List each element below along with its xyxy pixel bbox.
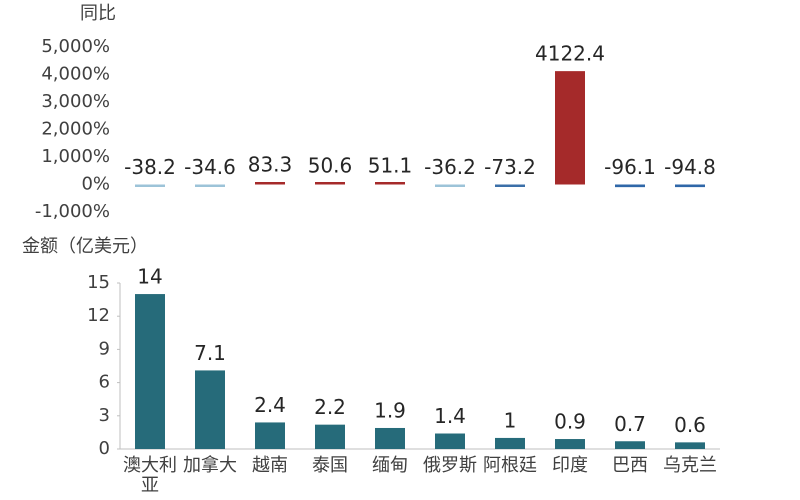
- x-tick-label: 缅甸: [372, 455, 408, 476]
- value-label: -36.2: [424, 155, 476, 179]
- bar: [195, 184, 225, 187]
- value-label: -38.2: [124, 155, 176, 179]
- bar: [675, 184, 705, 188]
- value-label: 0.9: [554, 410, 586, 434]
- bar: [435, 184, 465, 187]
- bar: [315, 424, 345, 449]
- value-label: 83.3: [248, 153, 293, 177]
- bar: [195, 370, 225, 449]
- value-label: 4122.4: [535, 42, 605, 66]
- bar: [615, 184, 645, 188]
- x-tick-label: 巴西: [612, 455, 648, 476]
- y-tick-label: 15: [87, 272, 110, 293]
- y-tick-label: 0%: [81, 174, 110, 195]
- value-label: 1.4: [434, 404, 466, 428]
- x-tick-label: 澳大利亚: [123, 455, 177, 496]
- bar: [315, 182, 345, 185]
- x-tick-label: 泰国: [312, 455, 348, 476]
- value-label: 7.1: [194, 341, 226, 365]
- bar: [375, 427, 405, 449]
- bar: [495, 437, 525, 449]
- value-label: -73.2: [484, 155, 536, 179]
- x-tick-label: 越南: [252, 455, 288, 476]
- value-label: 1: [504, 408, 517, 432]
- bar: [555, 71, 585, 185]
- y-tick-label: -1,000%: [35, 201, 110, 222]
- value-label: 0.7: [614, 412, 646, 436]
- bar: [495, 184, 525, 187]
- bar: [675, 442, 705, 449]
- x-tick-label: 俄罗斯: [423, 455, 477, 476]
- y-tick-label: 5,000%: [41, 36, 110, 57]
- value-label: 51.1: [368, 154, 413, 178]
- bar: [435, 433, 465, 449]
- x-tick-label: 阿根廷: [483, 455, 537, 476]
- value-label: -94.8: [664, 155, 716, 179]
- y-tick-label: 12: [87, 305, 110, 326]
- y-tick-label: 4,000%: [41, 64, 110, 85]
- axis-title: 金额（亿美元）: [22, 236, 148, 257]
- x-tick-label: 加拿大: [183, 454, 237, 476]
- value-label: 1.9: [374, 398, 406, 422]
- y-tick-label: 2,000%: [41, 119, 110, 140]
- bar: [135, 294, 165, 449]
- value-label: 2.4: [254, 393, 286, 417]
- y-tick-label: 1,000%: [41, 146, 110, 167]
- y-tick-label: 3: [99, 405, 110, 426]
- bar: [255, 182, 285, 185]
- y-tick-label: 6: [99, 372, 110, 393]
- bar: [255, 422, 285, 449]
- value-label: 2.2: [314, 395, 346, 419]
- bar: [555, 439, 585, 449]
- bar: [615, 441, 645, 449]
- axis-title: 同比: [80, 3, 116, 24]
- x-tick-label: 乌克兰: [663, 455, 717, 476]
- y-tick-label: 0: [99, 438, 110, 459]
- x-tick-label: 印度: [552, 455, 588, 476]
- y-tick-label: 9: [99, 338, 110, 359]
- value-label: 0.6: [674, 413, 706, 437]
- bar: [375, 182, 405, 185]
- bar: [135, 184, 165, 187]
- value-label: -34.6: [184, 155, 236, 179]
- y-tick-label: 3,000%: [41, 91, 110, 112]
- value-label: 14: [137, 265, 162, 289]
- value-label: 50.6: [308, 154, 353, 178]
- value-label: -96.1: [604, 155, 656, 179]
